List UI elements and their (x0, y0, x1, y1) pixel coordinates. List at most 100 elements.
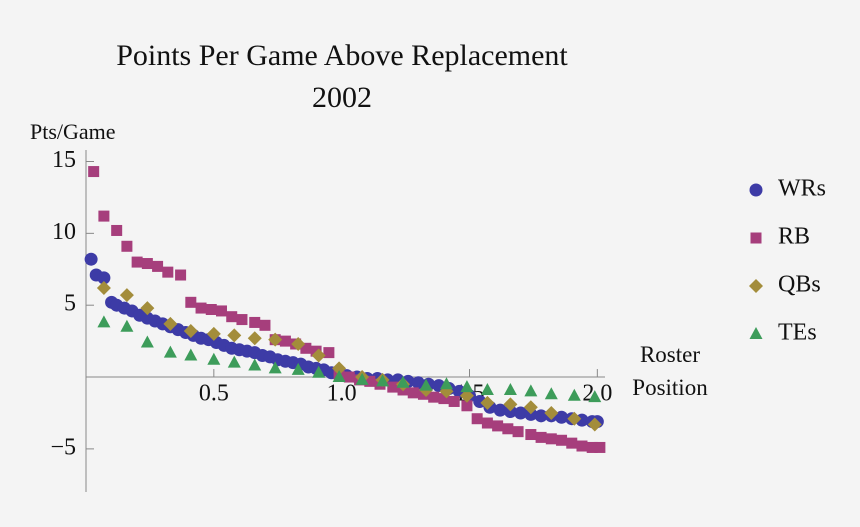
point (84, 252, 98, 266)
point (141, 258, 153, 270)
point (567, 388, 581, 401)
point (268, 332, 283, 347)
point (98, 210, 110, 222)
point (227, 328, 242, 343)
legend-label: TEs (778, 320, 817, 346)
legend-label: RB (778, 224, 810, 250)
point (226, 311, 238, 323)
point (291, 336, 306, 351)
point (216, 305, 228, 317)
point (364, 375, 376, 387)
point (355, 372, 369, 385)
point (587, 417, 602, 432)
point (576, 440, 588, 452)
point (396, 375, 410, 388)
point (175, 269, 187, 281)
point (152, 260, 164, 272)
point (207, 352, 221, 365)
point (588, 390, 602, 403)
point (480, 395, 495, 410)
point (300, 342, 312, 354)
point (111, 224, 123, 236)
point (523, 400, 538, 415)
point (407, 387, 419, 399)
point (524, 407, 538, 421)
y-axis-label: Pts/Game (30, 119, 116, 144)
point (88, 166, 100, 178)
legend-marker (750, 232, 762, 244)
point (448, 395, 460, 407)
y-tick-label: −5 (50, 434, 76, 460)
point (438, 393, 450, 405)
x-tick-label: 0.5 (199, 381, 229, 407)
y-tick-label: 10 (52, 219, 76, 245)
point (140, 301, 155, 316)
point (184, 348, 198, 361)
point (120, 319, 134, 332)
y-tick-label: 5 (64, 291, 76, 317)
point (268, 361, 282, 374)
point (291, 362, 305, 375)
x-tick-label: 2.0 (582, 381, 612, 407)
point (259, 319, 271, 331)
point (419, 378, 433, 391)
point (387, 381, 399, 393)
point (586, 441, 598, 453)
legend-marker (749, 183, 763, 197)
x-axis-label: Roster Position (632, 342, 708, 400)
point (534, 409, 548, 423)
point (205, 304, 217, 316)
point (183, 324, 198, 339)
point (343, 371, 355, 383)
point (535, 431, 547, 443)
point (97, 315, 111, 328)
point (332, 361, 347, 376)
point (131, 256, 143, 268)
chart-subtitle: 2002 (312, 81, 372, 114)
point (461, 400, 473, 412)
legend-label: QBs (778, 272, 821, 298)
point (492, 420, 504, 432)
legend-marker (749, 327, 763, 339)
point (471, 413, 483, 425)
point (249, 316, 261, 328)
point (119, 288, 134, 303)
point (460, 380, 474, 393)
legend-marker (749, 279, 763, 293)
point (206, 326, 221, 341)
point (279, 335, 291, 347)
point (544, 387, 558, 400)
point (514, 406, 528, 420)
point (512, 426, 524, 438)
point (332, 370, 346, 383)
point (556, 434, 568, 446)
point (96, 280, 111, 295)
point (162, 266, 174, 278)
point (311, 348, 326, 363)
point (555, 410, 569, 424)
point (428, 391, 440, 403)
point (545, 433, 557, 445)
point (376, 374, 390, 387)
point (323, 347, 335, 359)
point (503, 397, 518, 412)
point (503, 382, 517, 395)
point (185, 296, 197, 308)
point (459, 388, 474, 403)
point (236, 314, 248, 326)
point (97, 271, 111, 285)
point (480, 382, 494, 395)
point (594, 441, 606, 453)
point (544, 405, 559, 420)
point (567, 411, 582, 426)
point (411, 376, 425, 390)
legend-label: WRs (778, 176, 826, 202)
point (524, 384, 538, 397)
point (493, 403, 507, 417)
point (247, 331, 262, 346)
point (163, 345, 177, 358)
chart-title: Points Per Game Above Replacement (116, 39, 568, 72)
point (248, 358, 262, 371)
